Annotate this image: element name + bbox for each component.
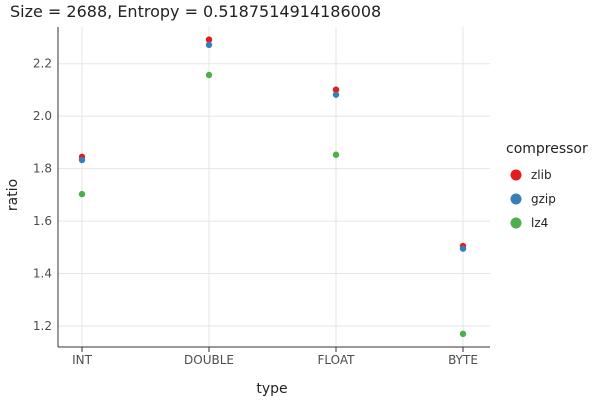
x-tick-label: INT [72, 353, 93, 367]
x-tick-label: FLOAT [317, 353, 355, 367]
data-point-gzip [78, 156, 86, 164]
legend-label-gzip: gzip [531, 192, 556, 206]
x-axis-title: type [256, 381, 287, 397]
x-tick-label: DOUBLE [184, 353, 234, 367]
data-points [78, 36, 467, 338]
y-tick-label: 2.0 [33, 109, 52, 123]
data-point-gzip [459, 245, 467, 252]
data-point-zlib [205, 36, 213, 43]
legend-label-lz4: lz4 [531, 216, 548, 230]
legend-marker-zlib [510, 169, 522, 181]
y-tick-label: 2.2 [33, 57, 52, 71]
legend-label-zlib: zlib [531, 168, 552, 182]
y-tick-label: 1.8 [33, 162, 52, 176]
grid [58, 27, 490, 347]
legend: compressor zlib gzip lz4 [506, 141, 588, 230]
data-point-gzip [205, 41, 213, 49]
chart-title: Size = 2688, Entropy = 0.518751491418600… [10, 2, 381, 21]
legend-marker-gzip [510, 193, 522, 205]
data-point-lz4 [205, 71, 213, 79]
data-point-gzip [332, 91, 340, 98]
data-point-lz4 [78, 190, 86, 198]
x-tick-label: BYTE [448, 353, 478, 367]
legend-marker-lz4 [510, 217, 522, 229]
y-tick-label: 1.6 [33, 214, 52, 228]
data-point-lz4 [332, 151, 340, 158]
y-tick-label: 1.2 [33, 319, 52, 333]
data-point-zlib [332, 86, 340, 93]
axes: 1.2 1.4 1.6 1.8 2.0 2.2 INT DOUBLE FLOAT BYTE [33, 27, 490, 367]
y-axis-title: ratio [5, 179, 21, 211]
y-tick-label: 1.4 [33, 267, 52, 281]
legend-title: compressor [506, 141, 588, 157]
data-point-lz4 [459, 330, 467, 338]
